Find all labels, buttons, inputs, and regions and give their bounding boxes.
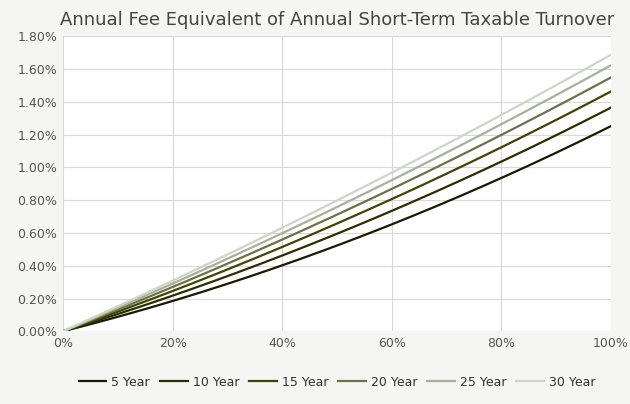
5 Year bbox=[277, 264, 284, 269]
30 Year bbox=[455, 135, 462, 140]
5 Year bbox=[457, 193, 465, 198]
25 Year bbox=[277, 232, 284, 237]
15 Year bbox=[607, 89, 615, 94]
25 Year bbox=[404, 170, 411, 175]
10 Year bbox=[455, 179, 462, 184]
Line: 25 Year: 25 Year bbox=[63, 65, 611, 331]
Legend: 5 Year, 10 Year, 15 Year, 20 Year, 25 Year, 30 Year: 5 Year, 10 Year, 15 Year, 20 Year, 25 Ye… bbox=[79, 376, 595, 389]
5 Year bbox=[404, 215, 411, 220]
25 Year bbox=[125, 301, 133, 305]
Line: 5 Year: 5 Year bbox=[63, 126, 611, 331]
30 Year bbox=[404, 162, 411, 167]
25 Year bbox=[238, 250, 245, 255]
25 Year bbox=[607, 63, 615, 67]
30 Year bbox=[607, 52, 615, 57]
20 Year bbox=[59, 329, 67, 334]
15 Year bbox=[59, 329, 67, 334]
Line: 30 Year: 30 Year bbox=[63, 55, 611, 331]
20 Year bbox=[404, 179, 411, 184]
5 Year bbox=[238, 277, 245, 282]
Title: Annual Fee Equivalent of Annual Short-Term Taxable Turnover: Annual Fee Equivalent of Annual Short-Te… bbox=[60, 11, 614, 29]
Line: 10 Year: 10 Year bbox=[63, 107, 611, 331]
20 Year bbox=[457, 153, 465, 158]
15 Year bbox=[277, 246, 284, 250]
5 Year bbox=[59, 329, 67, 334]
20 Year bbox=[455, 154, 462, 159]
15 Year bbox=[125, 305, 133, 310]
20 Year bbox=[238, 255, 245, 260]
10 Year bbox=[457, 178, 465, 183]
15 Year bbox=[455, 166, 462, 170]
10 Year bbox=[607, 105, 615, 110]
30 Year bbox=[59, 329, 67, 334]
Line: 20 Year: 20 Year bbox=[63, 77, 611, 331]
Line: 15 Year: 15 Year bbox=[63, 91, 611, 331]
20 Year bbox=[607, 75, 615, 80]
30 Year bbox=[277, 226, 284, 231]
15 Year bbox=[238, 261, 245, 266]
15 Year bbox=[457, 164, 465, 169]
5 Year bbox=[455, 194, 462, 199]
30 Year bbox=[238, 245, 245, 250]
5 Year bbox=[607, 124, 615, 128]
25 Year bbox=[455, 144, 462, 149]
10 Year bbox=[59, 329, 67, 334]
10 Year bbox=[125, 308, 133, 313]
25 Year bbox=[59, 329, 67, 334]
10 Year bbox=[404, 202, 411, 206]
20 Year bbox=[277, 238, 284, 243]
25 Year bbox=[457, 143, 465, 147]
10 Year bbox=[238, 269, 245, 274]
20 Year bbox=[125, 303, 133, 307]
5 Year bbox=[125, 311, 133, 316]
15 Year bbox=[404, 189, 411, 194]
30 Year bbox=[457, 134, 465, 139]
10 Year bbox=[277, 254, 284, 259]
30 Year bbox=[125, 299, 133, 303]
